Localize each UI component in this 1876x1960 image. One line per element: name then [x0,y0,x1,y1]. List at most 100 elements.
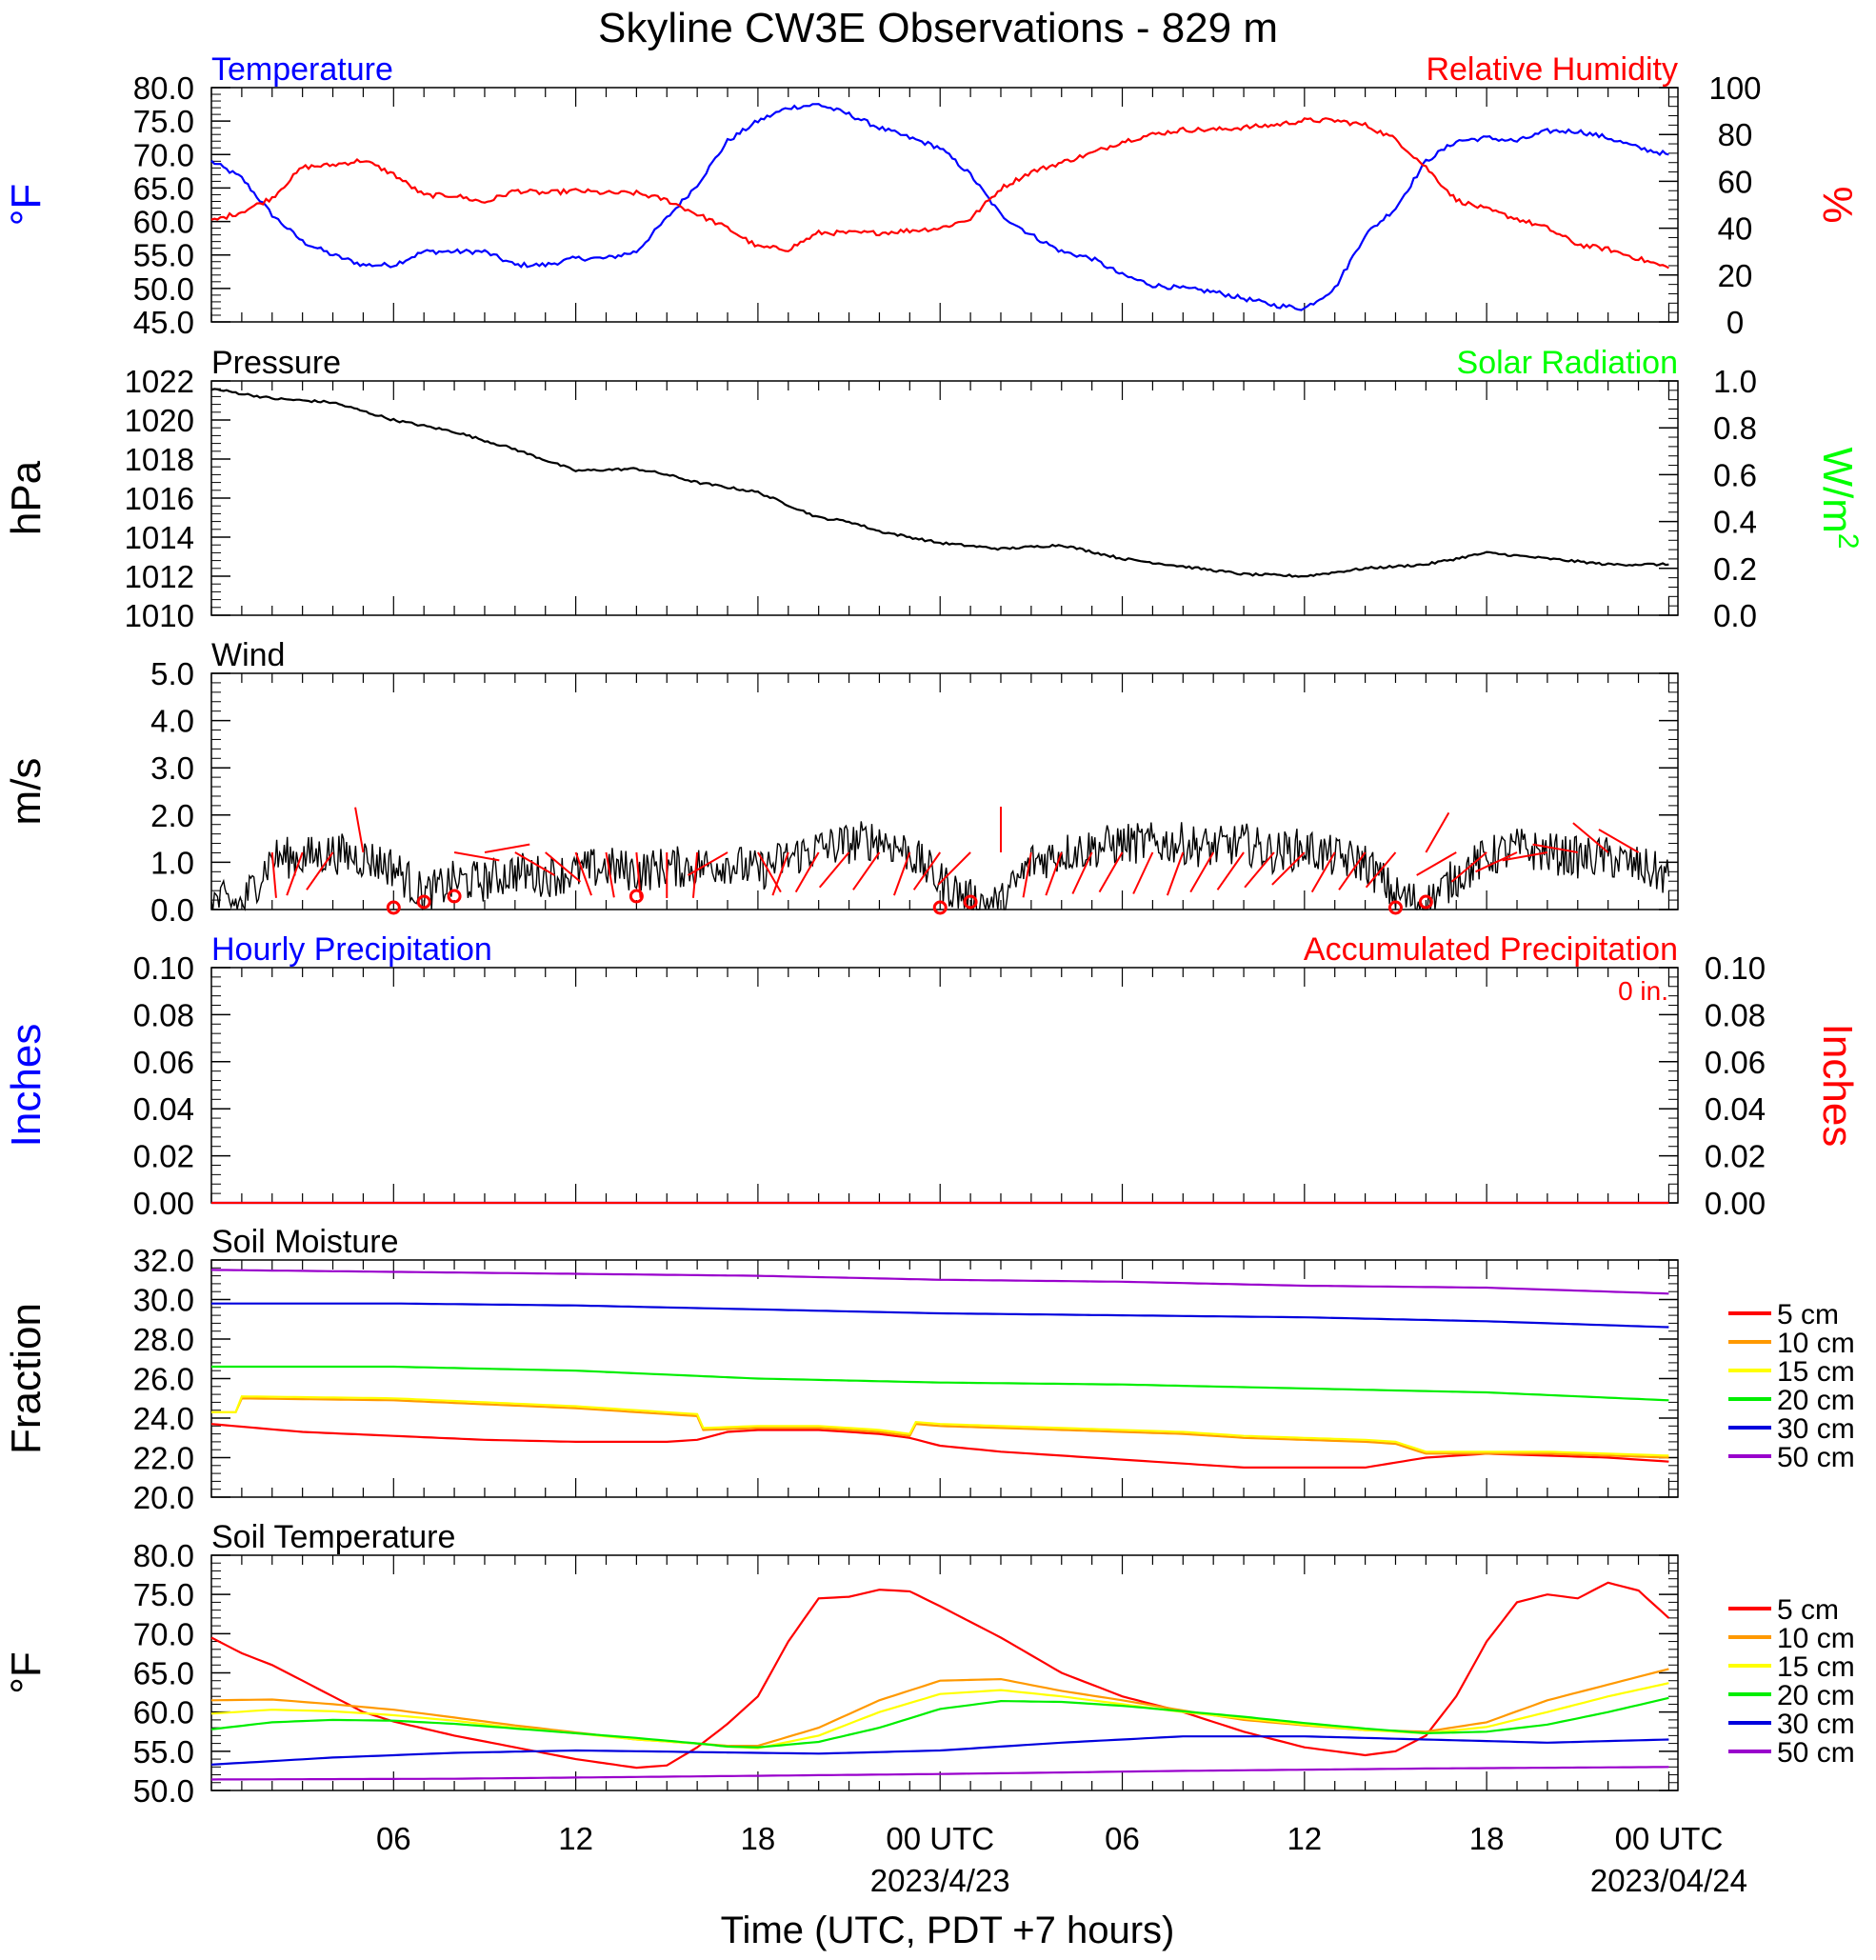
legend-label: 20 cm [1777,1680,1855,1711]
ytick-label-right: 40 [1718,211,1753,247]
ytick-label-right: 1.0 [1713,364,1757,399]
ytick-label-right: 0.10 [1705,950,1766,986]
series-line-10cm [210,1668,1669,1748]
series-line-10cm [211,1397,1669,1459]
plot-frame [210,380,1679,616]
wind-barb [514,851,555,876]
wind-barb [1071,851,1093,894]
xtick-label: 00 UTC [1615,1821,1724,1856]
panel-title-right: Relative Humidity [1426,51,1678,88]
date-label: 2023/4/23 [870,1863,1010,1898]
panel-title-left: Soil Moisture [211,1224,399,1260]
ylabel-left: Inches [3,1024,50,1148]
xtick-label: 00 UTC [886,1821,994,1856]
ytick-label-left: 1018 [125,442,194,477]
wind-barb [1244,851,1275,889]
ytick-label-left: 65.0 [133,170,194,206]
wind-barb [1022,851,1032,898]
ytick-label-left: 1012 [125,559,194,594]
ytick-label-left: 1022 [125,364,194,399]
ylabel-left: °F [3,184,50,226]
ytick-label-left: 1.0 [150,845,194,880]
ytick-label-right: 0.4 [1713,505,1757,540]
ytick-label-left: 28.0 [133,1322,194,1357]
ytick-label-right: 0.2 [1713,551,1757,587]
ytick-label-left: 0.02 [133,1139,194,1174]
calm-wind-marker [932,900,948,915]
wind-barb [484,843,530,853]
ytick-label-left: 0.04 [133,1091,194,1127]
wind-barb [1532,843,1578,853]
ytick-label-left: 45.0 [133,305,194,340]
ytick-label-left: 60.0 [133,205,194,240]
panel-title-right: Accumulated Precipitation [1304,931,1678,968]
ylabel-left: hPa [3,460,50,535]
panel-title-left: Hourly Precipitation [211,931,492,968]
xtick-label: 18 [741,1821,776,1856]
date-label: 2023/04/24 [1590,1863,1747,1898]
wind-barb [453,851,500,862]
legend-label: 15 cm [1777,1651,1855,1683]
ytick-label-left: 0.06 [133,1045,194,1080]
figure-title: Skyline CW3E Observations - 829 m [598,5,1278,51]
wind-barb [818,851,850,889]
calm-wind-marker [1418,894,1433,910]
ytick-label-right: 0.08 [1705,997,1766,1032]
ytick-label-right: 100 [1708,70,1761,106]
ytick-label-left: 65.0 [133,1656,194,1691]
wind-barb [1216,851,1245,890]
ylabel-right: W/m2 [1814,447,1864,549]
wind-barb [354,807,365,853]
ytick-label-left: 0.10 [133,950,194,986]
wind-barb [1450,851,1487,883]
calm-wind-marker [629,889,644,904]
wind-barb [937,851,971,886]
series-line-20cm [211,1365,1669,1402]
ytick-label-right: 0.04 [1705,1091,1766,1127]
ytick-label-right: 80 [1718,117,1753,152]
ytick-label-left: 50.0 [133,1773,194,1809]
wind-barb [691,851,699,898]
ytick-label-left: 5.0 [150,656,194,691]
ytick-label-right: 0 [1726,305,1744,340]
ytick-label-right: 0.8 [1713,410,1757,446]
ytick-label-right: 0.0 [1713,598,1757,633]
wind-barb [912,851,942,890]
ytick-label-left: 26.0 [133,1362,194,1397]
wind-barb [1271,851,1306,886]
ytick-label-left: 80.0 [133,1538,194,1573]
series-line-20cm [210,1696,1669,1749]
series-line-right [210,117,1669,270]
panel-title-left: Wind [211,637,285,673]
legend-label: 10 cm [1777,1328,1855,1359]
series-line-50cm [210,1269,1669,1295]
legend-label: 5 cm [1777,1299,1839,1330]
panels: 80.075.070.065.060.055.050.045.010080604… [3,51,1864,1809]
ytick-label-left: 22.0 [133,1441,194,1476]
series-line-left [210,388,1669,578]
ytick-label-left: 24.0 [133,1401,194,1436]
accumulated-total: 0 in. [1618,976,1668,1006]
xtick-label: 06 [376,1821,411,1856]
calm-wind-marker [1387,900,1403,915]
ytick-label-left: 20.0 [133,1480,194,1515]
ytick-label-left: 75.0 [133,1577,194,1612]
ytick-label-left: 3.0 [150,750,194,786]
panel-precipitation: 0.10 0.08 0.06 0.04 0.02 0.00 0.10 0.08 0.06 0.04… [3,931,1861,1221]
ylabel-right: Inches [1814,1024,1861,1148]
ytick-label-left: 4.0 [150,704,194,739]
wind-barb [1572,822,1609,853]
ylabel-left: Fraction [3,1303,50,1454]
wind-barb [1189,851,1215,893]
ytick-label-left: 1010 [125,598,194,633]
xtick-label: 18 [1469,1821,1505,1856]
panel-temperature_humidity: 80.075.070.065.060.055.050.045.0 100 80 60 4… [3,51,1861,340]
ytick-label-left: 1016 [125,481,194,516]
wind-barb [1425,811,1450,853]
legend-label: 50 cm [1777,1442,1855,1473]
series-line-left [210,821,1670,911]
ytick-label-left: 55.0 [133,1734,194,1770]
wind-barb [574,851,592,896]
wind-barb [892,851,911,896]
